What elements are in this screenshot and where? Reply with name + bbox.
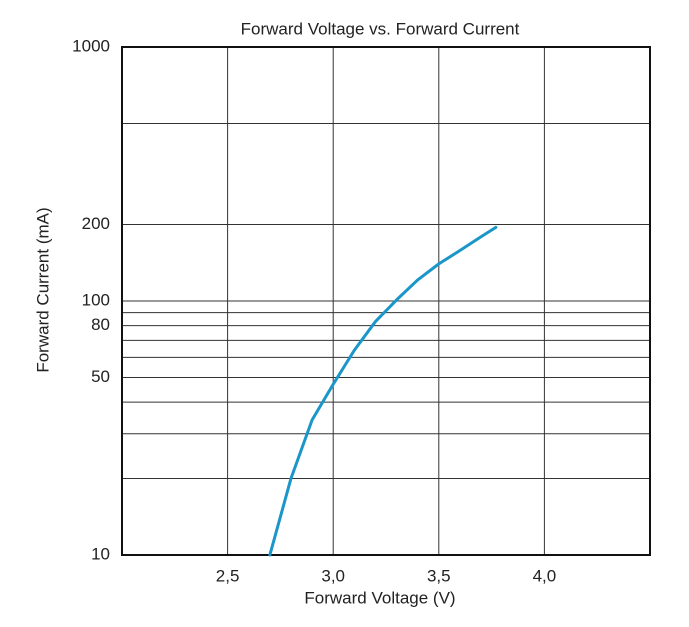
x-tick-label: 4,0 xyxy=(533,566,557,585)
data-line xyxy=(268,225,498,557)
x-axis-label: Forward Voltage (V) xyxy=(304,588,455,607)
chart-title: Forward Voltage vs. Forward Current xyxy=(241,19,520,38)
y-axis-label: Forward Current (mA) xyxy=(33,207,52,372)
x-tick-label: 3,0 xyxy=(321,566,345,585)
x-tick-label: 3,5 xyxy=(427,566,451,585)
y-tick-label: 200 xyxy=(82,214,110,233)
y-tick-label: 10 xyxy=(91,544,110,563)
x-tick-label: 2,5 xyxy=(216,566,240,585)
plot-frame xyxy=(121,46,651,556)
y-tick-label: 80 xyxy=(91,315,110,334)
y-tick-label: 100 xyxy=(82,290,110,309)
y-tick-label: 50 xyxy=(91,367,110,386)
y-tick-label: 1000 xyxy=(72,36,110,55)
